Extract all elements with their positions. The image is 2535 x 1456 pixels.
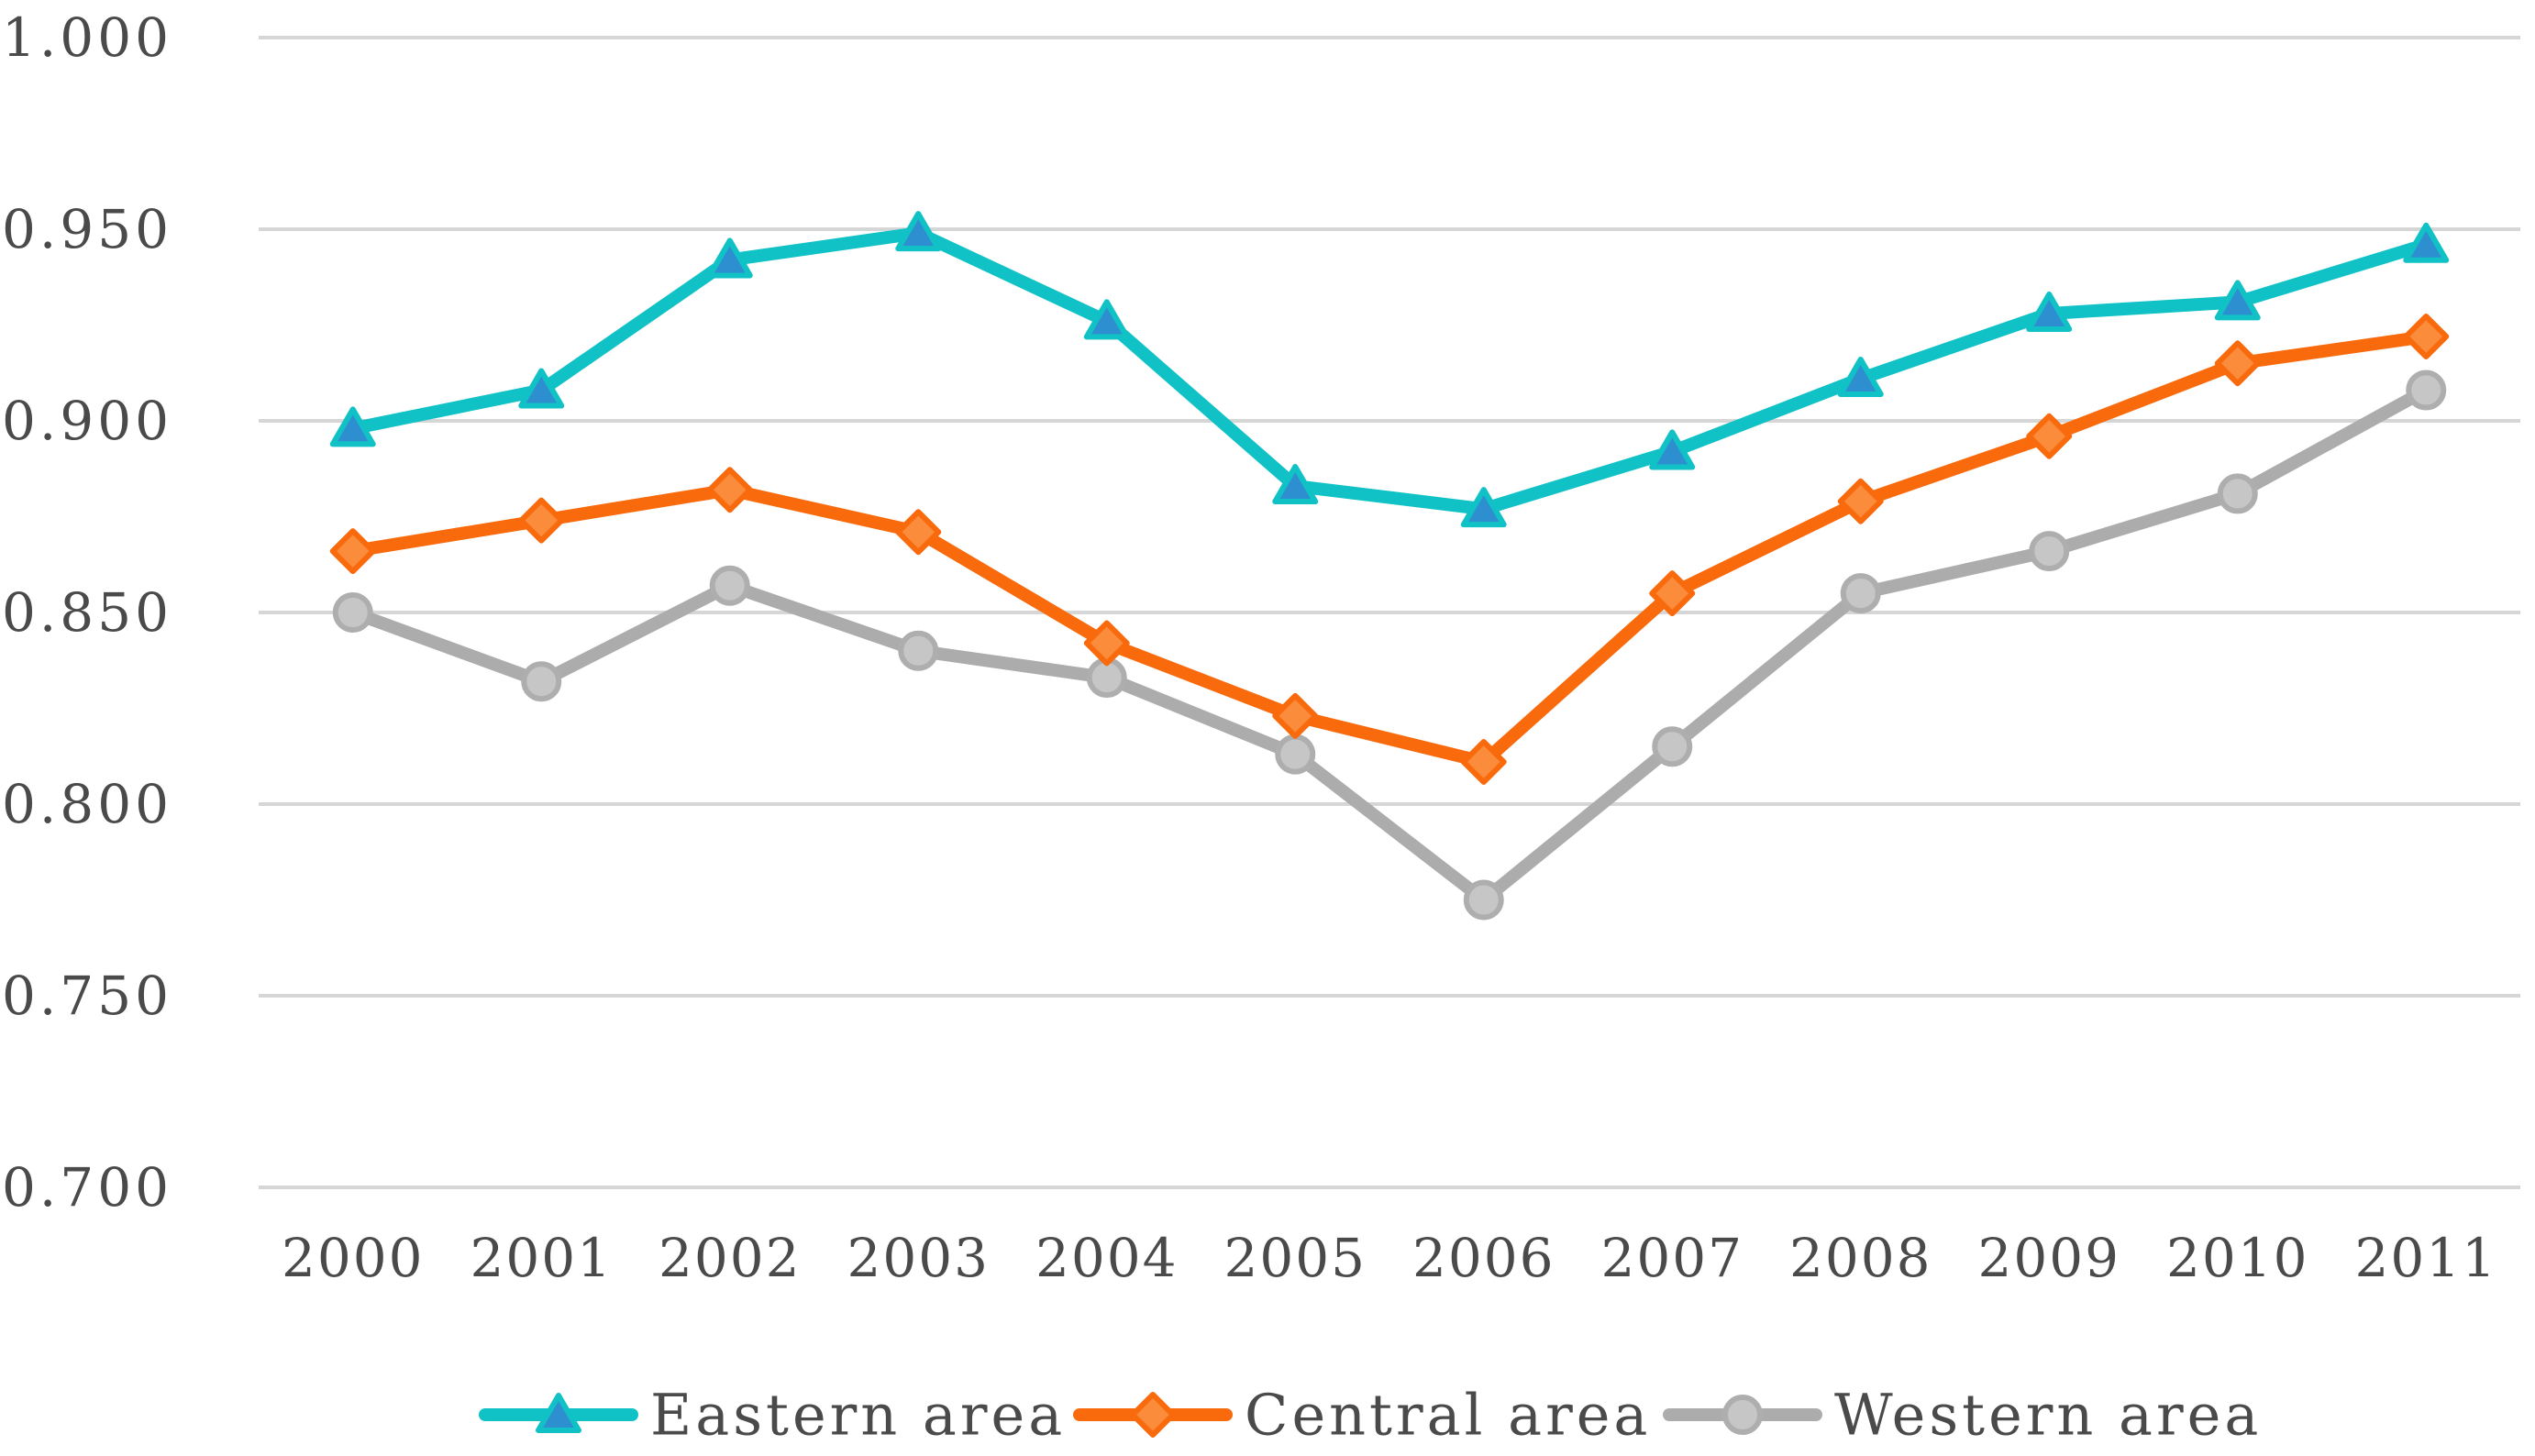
triangle-marker-icon-eastern-area	[706, 237, 753, 279]
diamond-marker-icon-central-area	[1460, 739, 1507, 786]
triangle-marker-icon-eastern-area	[1460, 487, 1507, 528]
triangle-marker-icon-eastern-area	[518, 368, 565, 409]
x-axis-tick-label: 2011	[2354, 1227, 2497, 1289]
legend-label-central-area: Central area	[1245, 1382, 1651, 1449]
x-axis-tick-label: 2006	[1412, 1227, 1555, 1289]
x-axis-tick-label: 2000	[282, 1227, 425, 1289]
x-axis-tick-label: 2008	[1789, 1227, 1932, 1289]
triangle-marker-icon-eastern-area	[895, 211, 942, 252]
x-axis-tick-label: 2007	[1600, 1227, 1744, 1289]
legend-label-western-area: Western area	[1834, 1382, 2262, 1449]
triangle-marker-icon-eastern-area	[2026, 291, 2073, 332]
diamond-marker-icon-central-area	[1083, 620, 1130, 667]
triangle-marker-icon-eastern-area	[1649, 429, 1696, 470]
circle-marker-icon-western-area	[521, 661, 562, 702]
circle-marker-icon-western-area	[709, 565, 750, 606]
circle-marker-icon-western-area	[2029, 531, 2070, 572]
triangle-marker-icon-eastern-area	[329, 406, 376, 447]
x-axis-tick-label: 2004	[1035, 1227, 1179, 1289]
diamond-marker-icon-central-area	[329, 528, 376, 575]
triangle-marker-icon-eastern-area	[1837, 357, 1884, 398]
diamond-marker-icon-central-area	[706, 467, 753, 513]
diamond-marker-icon-central-area	[518, 497, 565, 544]
circle-marker-icon-western-area	[898, 630, 939, 671]
series-line-central-area	[346, 330, 2433, 769]
series-line-eastern-area	[346, 226, 2433, 516]
circle-marker-icon-western-area	[332, 592, 373, 633]
legend-diamond-marker-icon	[1130, 1392, 1176, 1438]
legend-circle-marker-icon	[1722, 1395, 1763, 1435]
circle-marker-icon-western-area	[1840, 573, 1881, 614]
triangle-marker-icon-eastern-area	[2403, 222, 2450, 263]
y-axis-tick-label: 0.900	[2, 390, 172, 452]
diamond-marker-icon-central-area	[1272, 692, 1319, 739]
x-axis-tick-label: 2003	[847, 1227, 990, 1289]
circle-marker-icon-western-area	[1652, 726, 1693, 767]
triangle-marker-icon-eastern-area	[1083, 299, 1130, 340]
diamond-marker-icon-central-area	[2026, 413, 2073, 459]
diamond-marker-icon-central-area	[1837, 478, 1884, 524]
triangle-marker-icon-eastern-area	[2214, 280, 2261, 321]
y-axis-tick-label: 0.800	[2, 773, 172, 835]
x-axis-tick-label: 2002	[659, 1227, 802, 1289]
diamond-marker-icon-central-area	[895, 509, 942, 556]
diamond-marker-icon-central-area	[1649, 570, 1696, 617]
x-axis-tick-label: 2005	[1223, 1227, 1367, 1289]
y-axis-tick-label: 1.000	[2, 6, 172, 69]
legend-triangle-marker-icon	[536, 1393, 581, 1433]
circle-marker-icon-western-area	[1463, 879, 1504, 921]
diamond-marker-icon-central-area	[2403, 314, 2450, 360]
x-axis-tick-label: 2001	[470, 1227, 613, 1289]
series-line-western-area	[346, 383, 2433, 907]
y-axis-tick-label: 0.850	[2, 581, 172, 644]
x-axis-tick-label: 2009	[1977, 1227, 2120, 1289]
x-axis-tick-label: 2010	[2166, 1227, 2309, 1289]
y-axis-tick-label: 0.700	[2, 1156, 172, 1219]
circle-marker-icon-western-area	[2406, 370, 2447, 411]
circle-marker-icon-western-area	[1275, 734, 1316, 775]
legend-label-eastern-area: Eastern area	[650, 1382, 1066, 1449]
triangle-marker-icon-eastern-area	[1272, 464, 1319, 505]
y-axis-tick-label: 0.750	[2, 965, 172, 1027]
y-axis-tick-label: 0.950	[2, 198, 172, 260]
diamond-marker-icon-central-area	[2214, 340, 2261, 387]
circle-marker-icon-western-area	[2217, 473, 2258, 514]
